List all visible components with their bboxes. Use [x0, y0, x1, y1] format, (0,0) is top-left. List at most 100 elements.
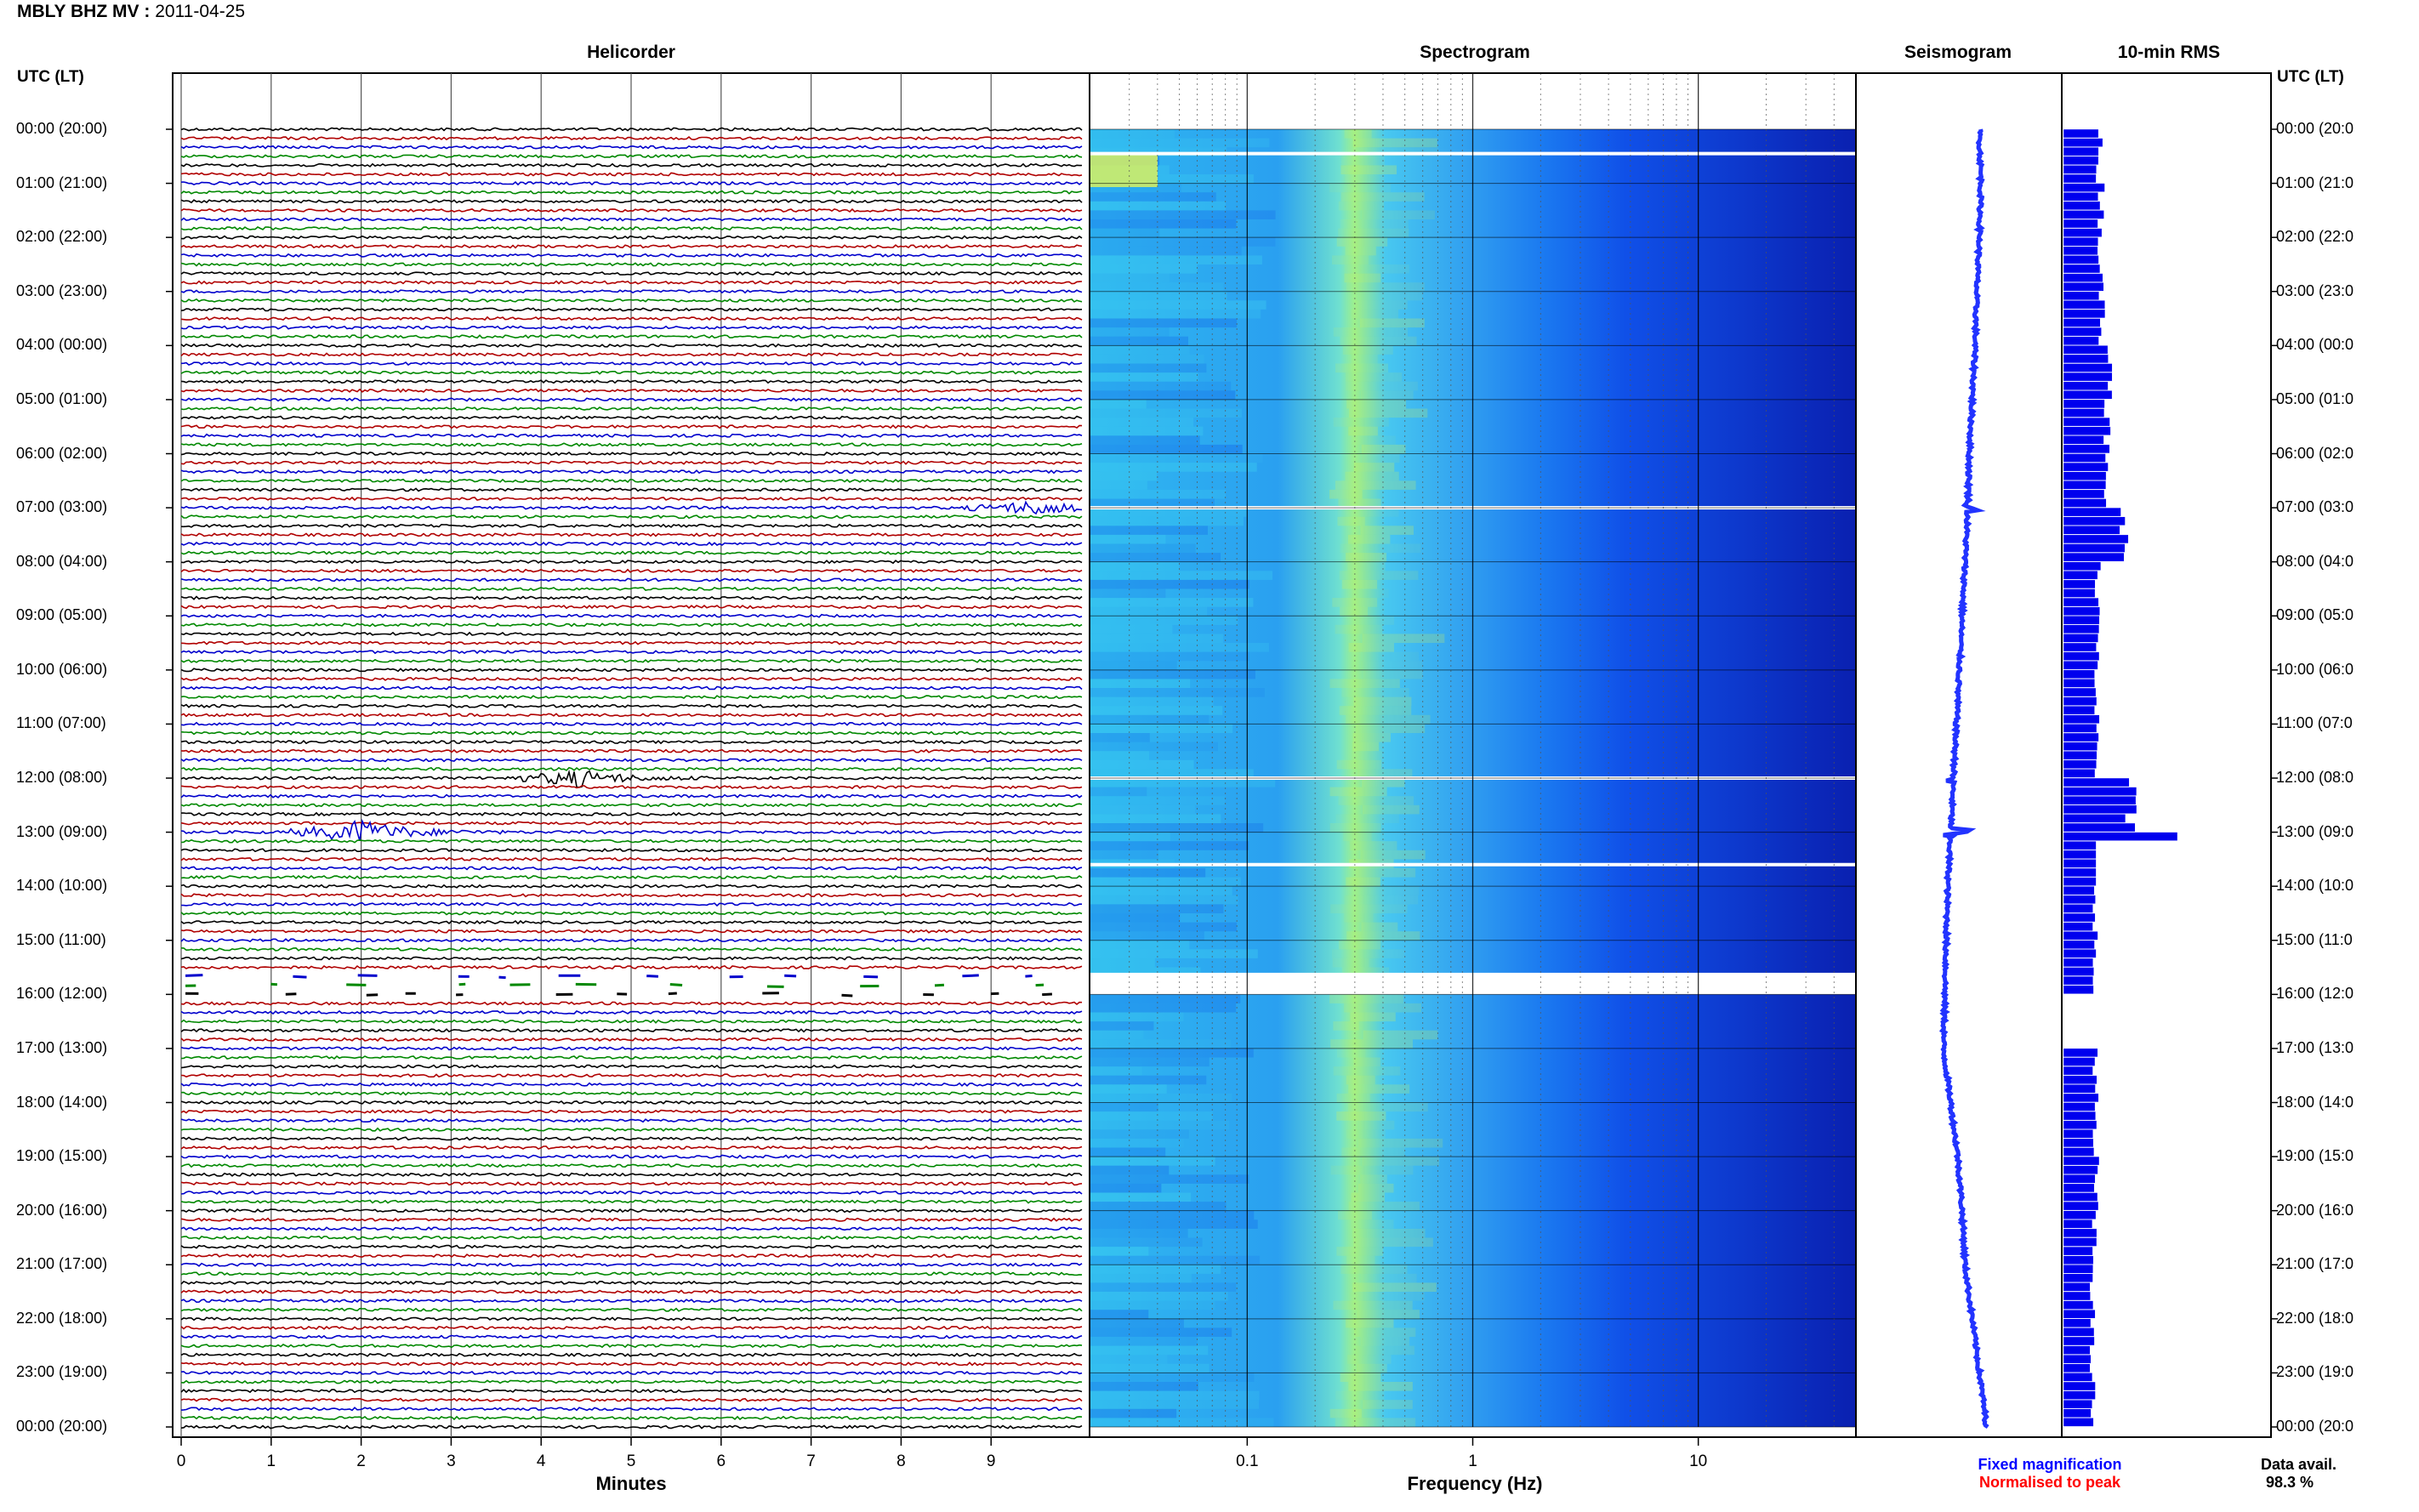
- helicorder-trace: [180, 964, 1083, 970]
- rms-bar: [2063, 597, 2099, 607]
- rms-bar: [2063, 1066, 2093, 1076]
- spectrogram-panel: 0.1 1 10: [1089, 72, 1857, 1470]
- spectrogram-cell: [1352, 1228, 1426, 1238]
- right-time-label: 14:00 (10:0: [2276, 877, 2354, 895]
- spectrogram-cell: [1090, 264, 1198, 274]
- helicorder-trace: [180, 595, 1083, 600]
- helicorder-trace: [180, 199, 1083, 204]
- left-time-label: 03:00 (23:00): [16, 281, 108, 299]
- spectrogram-cell: [1332, 958, 1369, 968]
- spectrogram-cell: [1090, 435, 1200, 445]
- spectrogram-cell: [1344, 273, 1381, 283]
- helicorder-trace: [180, 1379, 1083, 1384]
- spectrogram-cell: [1347, 1102, 1428, 1112]
- spectrogram-cell: [1090, 426, 1204, 436]
- spectrogram-cell: [1090, 1021, 1154, 1031]
- helicorder-trace: [180, 919, 1083, 925]
- helicorder-x-label: Minutes: [595, 1473, 667, 1494]
- spectrogram-cell: [1090, 1382, 1198, 1391]
- spectrogram-cell: [1090, 751, 1149, 760]
- helicorder-trace: [180, 270, 1083, 276]
- spectrogram-cell: [1090, 1408, 1177, 1418]
- rms-bar: [2063, 363, 2113, 372]
- spectrogram-x-label: Frequency (Hz): [1407, 1473, 1543, 1494]
- helicorder-trace: [180, 1082, 1083, 1087]
- spectrogram-cell: [1338, 228, 1409, 238]
- helicorder-trace: [180, 713, 1083, 718]
- spectrogram-cell: [1338, 201, 1385, 211]
- spectrogram-cell: [1336, 759, 1382, 770]
- helicorder-trace: [180, 424, 1083, 429]
- rms-bar: [2063, 1219, 2093, 1229]
- rms-bar: [2063, 1093, 2099, 1103]
- spectrogram-cell: [1329, 489, 1363, 499]
- spectrogram-cell: [1090, 1174, 1249, 1184]
- helicorder-trace: [180, 821, 1083, 826]
- spectrogram-cell: [1338, 796, 1414, 805]
- spectrogram-cell: [1358, 291, 1423, 301]
- helicorder-trace: [180, 605, 1083, 610]
- rms-bar: [2063, 732, 2099, 742]
- spectrogram-cell: [1090, 588, 1166, 599]
- spectrogram-cell: [1090, 418, 1194, 427]
- spectrogram-cell: [1090, 1300, 1215, 1310]
- rms-bar: [2063, 669, 2095, 679]
- spectrogram-cell: [1362, 453, 1400, 463]
- rms-bar: [2063, 1300, 2094, 1310]
- spectrogram-cell: [1346, 381, 1418, 391]
- spectrogram-cell: [1346, 553, 1387, 562]
- spectrogram-cell: [1354, 1327, 1416, 1337]
- spectrogram-cell: [1357, 1363, 1387, 1373]
- spectrogram-cell: [1090, 994, 1241, 1003]
- spectrogram-cell: [1090, 958, 1155, 968]
- helicorder-trace: [180, 1334, 1083, 1339]
- helicorder-trace: [180, 1118, 1083, 1123]
- helicorder-trace: [180, 1397, 1083, 1402]
- rms-bar: [2063, 616, 2100, 625]
- spectrogram-cell: [1090, 1138, 1184, 1148]
- spectrogram-cell: [1359, 318, 1425, 328]
- spectrogram-cell: [1090, 309, 1261, 319]
- spectrogram-cell: [1090, 895, 1238, 905]
- helicorder-trace: [180, 523, 1083, 528]
- spectrogram-cell: [1357, 1310, 1420, 1319]
- helicorder-trace: [180, 818, 1083, 842]
- spectrogram-cell: [1341, 1147, 1405, 1157]
- spectrogram-cell: [1351, 309, 1398, 319]
- rms-bar: [2063, 1057, 2096, 1066]
- rms-bar: [2063, 1201, 2099, 1211]
- rms-bar: [2063, 985, 2094, 994]
- spectrogram-cell: [1351, 354, 1378, 364]
- rms-bar: [2063, 885, 2095, 895]
- right-time-label: 17:00 (13:0: [2276, 1038, 2354, 1056]
- rms-bar: [2063, 1129, 2093, 1139]
- spectrogram-cell: [1090, 1337, 1198, 1346]
- spectrogram-cell: [1090, 1247, 1149, 1256]
- spectrogram-cell: [1090, 949, 1258, 958]
- rms-bar: [2063, 571, 2098, 580]
- spectrogram-cell: [1346, 1255, 1375, 1265]
- spectrogram-cell: [1090, 1183, 1162, 1193]
- spectrogram-cell: [1352, 138, 1437, 148]
- spectrogram-cell: [1356, 886, 1420, 895]
- spectrogram-cell: [1332, 598, 1378, 607]
- rms-bar: [2063, 759, 2097, 769]
- helicorder-trace: [180, 560, 1083, 565]
- rms-bar: [2063, 300, 2105, 310]
- spectrogram-cell: [1090, 1075, 1207, 1085]
- rms-bar: [2063, 651, 2100, 661]
- helicorder-trace: [180, 1001, 1083, 1006]
- helicorder-trace: [180, 1280, 1083, 1286]
- rms-bar: [2063, 417, 2110, 427]
- helicorder-trace: [180, 568, 1083, 573]
- spectrogram-cell: [1090, 1228, 1188, 1238]
- helicorder-x-tick-label: 6: [717, 1452, 726, 1470]
- spectrogram-cell: [1341, 688, 1409, 697]
- right-time-label: 06:00 (02:0: [2276, 444, 2354, 462]
- seismogram-frame: [1855, 72, 2063, 1438]
- spectrogram-cell: [1338, 1210, 1372, 1220]
- rms-bar: [2063, 751, 2097, 760]
- spectrogram-cell: [1359, 1120, 1395, 1130]
- helicorder-trace: [180, 1361, 1083, 1367]
- rms-bar: [2063, 1390, 2096, 1400]
